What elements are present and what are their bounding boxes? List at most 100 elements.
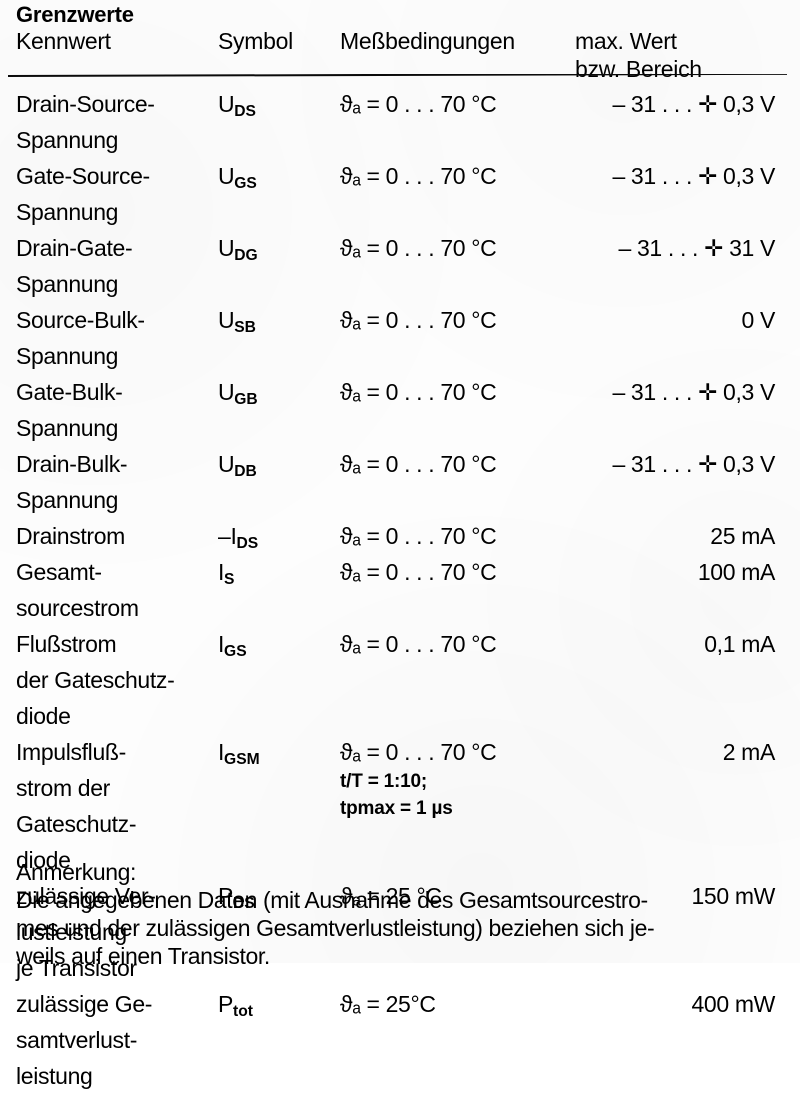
- row-label-continuation: Spannung: [16, 343, 119, 369]
- row-symbol-subscript: GS: [234, 175, 257, 193]
- row-label: Source-Bulk-: [16, 307, 145, 333]
- column-header-max-wert: max. Wert bzw. Bereich: [575, 27, 702, 83]
- row-value: – 31 . . . ✛ 31 V: [618, 235, 775, 261]
- row-symbol-base: I: [218, 739, 225, 765]
- row-symbol-base: U: [218, 91, 235, 117]
- row-symbol: UDB: [218, 446, 257, 486]
- row-symbol-base: I: [218, 559, 225, 585]
- row-condition: ϑₐ = 0 . . . 70 °C: [340, 631, 497, 657]
- row-label-continuation: diode: [16, 847, 71, 873]
- row-symbol: UDG: [218, 230, 258, 270]
- row-condition: ϑₐ = 25 °C: [340, 883, 442, 909]
- row-value: – 31 . . . ✛ 0,3 V: [612, 91, 775, 117]
- table-row: Gesamt- IS ϑₐ = 0 . . . 70 °C 100 mA sources…: [0, 554, 800, 621]
- row-condition: ϑₐ = 0 . . . 70 °C: [340, 307, 497, 333]
- table-row: zulässige Ge- Ptot ϑₐ = 25°C 400 mW samtverl…: [0, 986, 800, 1089]
- row-label: zulässige Ge-: [16, 991, 153, 1017]
- row-label: Drain-Bulk-: [16, 451, 128, 477]
- row-value: 100 mA: [697, 559, 776, 585]
- row-label-continuation: samtverlust-: [16, 1027, 138, 1053]
- row-symbol-subscript: GB: [234, 391, 258, 409]
- table-row: Drain-Source- UDS ϑₐ = 0 . . . 70 °C – 31 .…: [0, 86, 800, 153]
- row-value: 150 mW: [691, 883, 775, 909]
- row-symbol-subscript: DS: [236, 535, 259, 553]
- row-label: Gate-Bulk-: [16, 379, 123, 405]
- row-symbol: –IDS: [218, 518, 258, 558]
- row-symbol-base: U: [218, 235, 235, 261]
- row-label-continuation: der Gateschutz-: [16, 667, 175, 693]
- note-line-2: mes und der zulässigen Gesamtverlustleis…: [16, 915, 655, 941]
- row-symbol-subscript: tot: [233, 1003, 253, 1021]
- row-value: 400 mW: [691, 991, 775, 1017]
- row-symbol-subscript: GS: [224, 643, 247, 661]
- page-title: Grenzwerte: [16, 2, 134, 27]
- note-label: Anmerkung:: [16, 859, 137, 885]
- row-label: Gesamt-: [16, 559, 102, 585]
- row-value: 25 mA: [710, 523, 775, 549]
- row-symbol-subscript: DS: [234, 103, 256, 121]
- row-label-continuation: Spannung: [16, 271, 119, 297]
- header-divider-rule: [8, 74, 787, 79]
- row-label-continuation: Gateschutz-: [16, 811, 137, 837]
- row-label-continuation: lustleistung: [16, 919, 127, 945]
- table-row: Impulsfluß- IGSM ϑₐ = 0 . . . 70 °C 2 mA t/T…: [0, 734, 800, 873]
- row-symbol: USB: [218, 302, 256, 342]
- row-symbol-subscript: DS: [233, 895, 255, 913]
- table-row: zulässige Ver- PDS ϑₐ = 25 °C 150 mW lustlei…: [0, 878, 800, 981]
- row-symbol-base: U: [218, 379, 235, 405]
- row-condition: ϑₐ = 0 . . . 70 °C: [340, 739, 497, 765]
- row-value: – 31 . . . ✛ 0,3 V: [612, 163, 775, 189]
- row-symbol-base: U: [218, 307, 235, 333]
- table-row: Flußstrom IGS ϑₐ = 0 . . . 70 °C 0,1 mA der …: [0, 626, 800, 729]
- row-value: – 31 . . . ✛ 0,3 V: [612, 379, 775, 405]
- row-symbol: UDS: [218, 86, 256, 126]
- row-condition-extra: t/T = 1:10;: [340, 771, 428, 792]
- row-value: 2 mA: [722, 739, 776, 765]
- row-symbol-base: P: [218, 883, 233, 909]
- row-label: Drainstrom: [16, 523, 125, 549]
- column-header-kennwert: Kennwert: [16, 28, 111, 54]
- row-label-continuation: strom der: [16, 775, 110, 801]
- row-label: Impulsfluß-: [16, 739, 126, 765]
- row-symbol: UGS: [218, 158, 257, 198]
- row-symbol: PDS: [218, 878, 255, 918]
- row-condition: ϑₐ = 0 . . . 70 °C: [340, 235, 497, 261]
- row-value: 0 V: [741, 307, 776, 333]
- column-header-max-wert-line2: bzw. Bereich: [575, 56, 702, 82]
- row-symbol-subscript: DG: [234, 247, 258, 265]
- table-row: Drainstrom –IDS ϑₐ = 0 . . . 70 °C 25 mA: [0, 518, 800, 554]
- row-symbol: UGB: [218, 374, 258, 414]
- row-value: – 31 . . . ✛ 0,3 V: [612, 451, 775, 477]
- row-condition: ϑₐ = 25°C: [340, 991, 436, 1017]
- column-header-symbol: Symbol: [218, 28, 293, 54]
- table-row: Gate-Bulk- UGB ϑₐ = 0 . . . 70 °C – 31 . . …: [0, 374, 800, 441]
- row-symbol: IGS: [218, 626, 247, 666]
- row-symbol-subscript: S: [224, 571, 235, 589]
- row-label-continuation: Spannung: [16, 487, 119, 513]
- row-symbol: Ptot: [218, 986, 253, 1026]
- row-symbol-base: P: [218, 991, 233, 1017]
- row-label-continuation: leistung: [16, 1063, 93, 1089]
- row-symbol-base: U: [218, 163, 235, 189]
- table-row: Gate-Source- UGS ϑₐ = 0 . . . 70 °C – 31 . …: [0, 158, 800, 225]
- row-symbol-base: I: [218, 631, 225, 657]
- row-symbol: IGSM: [218, 734, 260, 774]
- row-condition: ϑₐ = 0 . . . 70 °C: [340, 163, 497, 189]
- row-label-continuation: diode: [16, 703, 71, 729]
- row-condition: ϑₐ = 0 . . . 70 °C: [340, 523, 497, 549]
- row-condition: ϑₐ = 0 . . . 70 °C: [340, 451, 497, 477]
- row-label-continuation: Spannung: [16, 199, 119, 225]
- column-header-max-wert-line1: max. Wert: [575, 28, 677, 54]
- row-symbol-subscript: DB: [234, 463, 257, 481]
- row-label-continuation: Spannung: [16, 127, 119, 153]
- row-label: Flußstrom: [16, 631, 117, 657]
- row-condition: ϑₐ = 0 . . . 70 °C: [340, 91, 497, 117]
- row-label: Drain-Source-: [16, 91, 155, 117]
- row-condition-extra: tpmax = 1 µs: [340, 798, 453, 819]
- row-label: zulässige Ver-: [16, 883, 156, 909]
- row-label: Drain-Gate-: [16, 235, 133, 261]
- table-row: Source-Bulk- USB ϑₐ = 0 . . . 70 °C 0 V Span…: [0, 302, 800, 369]
- row-label: Gate-Source-: [16, 163, 150, 189]
- row-label-continuation: sourcestrom: [16, 595, 139, 621]
